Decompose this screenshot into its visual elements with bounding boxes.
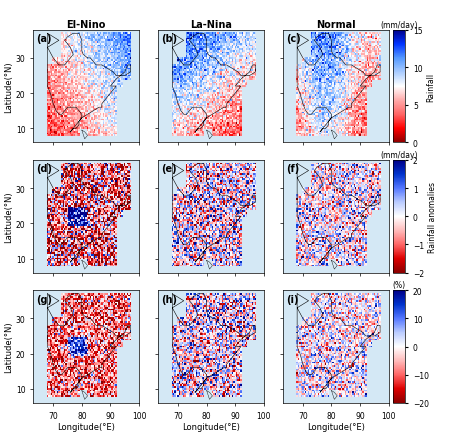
Polygon shape	[207, 261, 212, 269]
Polygon shape	[82, 131, 88, 140]
Text: (d): (d)	[36, 164, 52, 174]
Polygon shape	[207, 131, 212, 140]
Title: (mm/day): (mm/day)	[381, 151, 418, 160]
X-axis label: Longitude(°E): Longitude(°E)	[57, 422, 115, 431]
Text: (b): (b)	[161, 34, 177, 44]
Y-axis label: Rainfall: Rainfall	[427, 72, 436, 102]
Polygon shape	[331, 261, 337, 269]
Polygon shape	[82, 391, 88, 399]
Title: La-Nina: La-Nina	[190, 20, 232, 30]
Text: (f): (f)	[286, 164, 299, 174]
X-axis label: Longitude(°E): Longitude(°E)	[182, 422, 240, 431]
Text: (g): (g)	[36, 294, 52, 304]
Polygon shape	[331, 131, 337, 140]
Text: (e): (e)	[161, 164, 177, 174]
Polygon shape	[207, 391, 212, 399]
Y-axis label: Latitude(°N): Latitude(°N)	[4, 191, 13, 243]
Title: (%): (%)	[393, 281, 406, 290]
X-axis label: Longitude(°E): Longitude(°E)	[307, 422, 365, 431]
Title: El-Nino: El-Nino	[66, 20, 106, 30]
Text: (a): (a)	[36, 34, 52, 44]
Y-axis label: Latitude(°N): Latitude(°N)	[4, 321, 13, 372]
Text: (i): (i)	[286, 294, 299, 304]
Y-axis label: Rainfall anomalies: Rainfall anomalies	[428, 181, 437, 252]
Title: Normal: Normal	[316, 20, 356, 30]
Polygon shape	[82, 261, 88, 269]
Text: (h): (h)	[161, 294, 177, 304]
Polygon shape	[331, 391, 337, 399]
Text: (c): (c)	[286, 34, 301, 44]
Title: (mm/day): (mm/day)	[381, 21, 418, 30]
Y-axis label: Latitude(°N): Latitude(°N)	[4, 61, 13, 113]
